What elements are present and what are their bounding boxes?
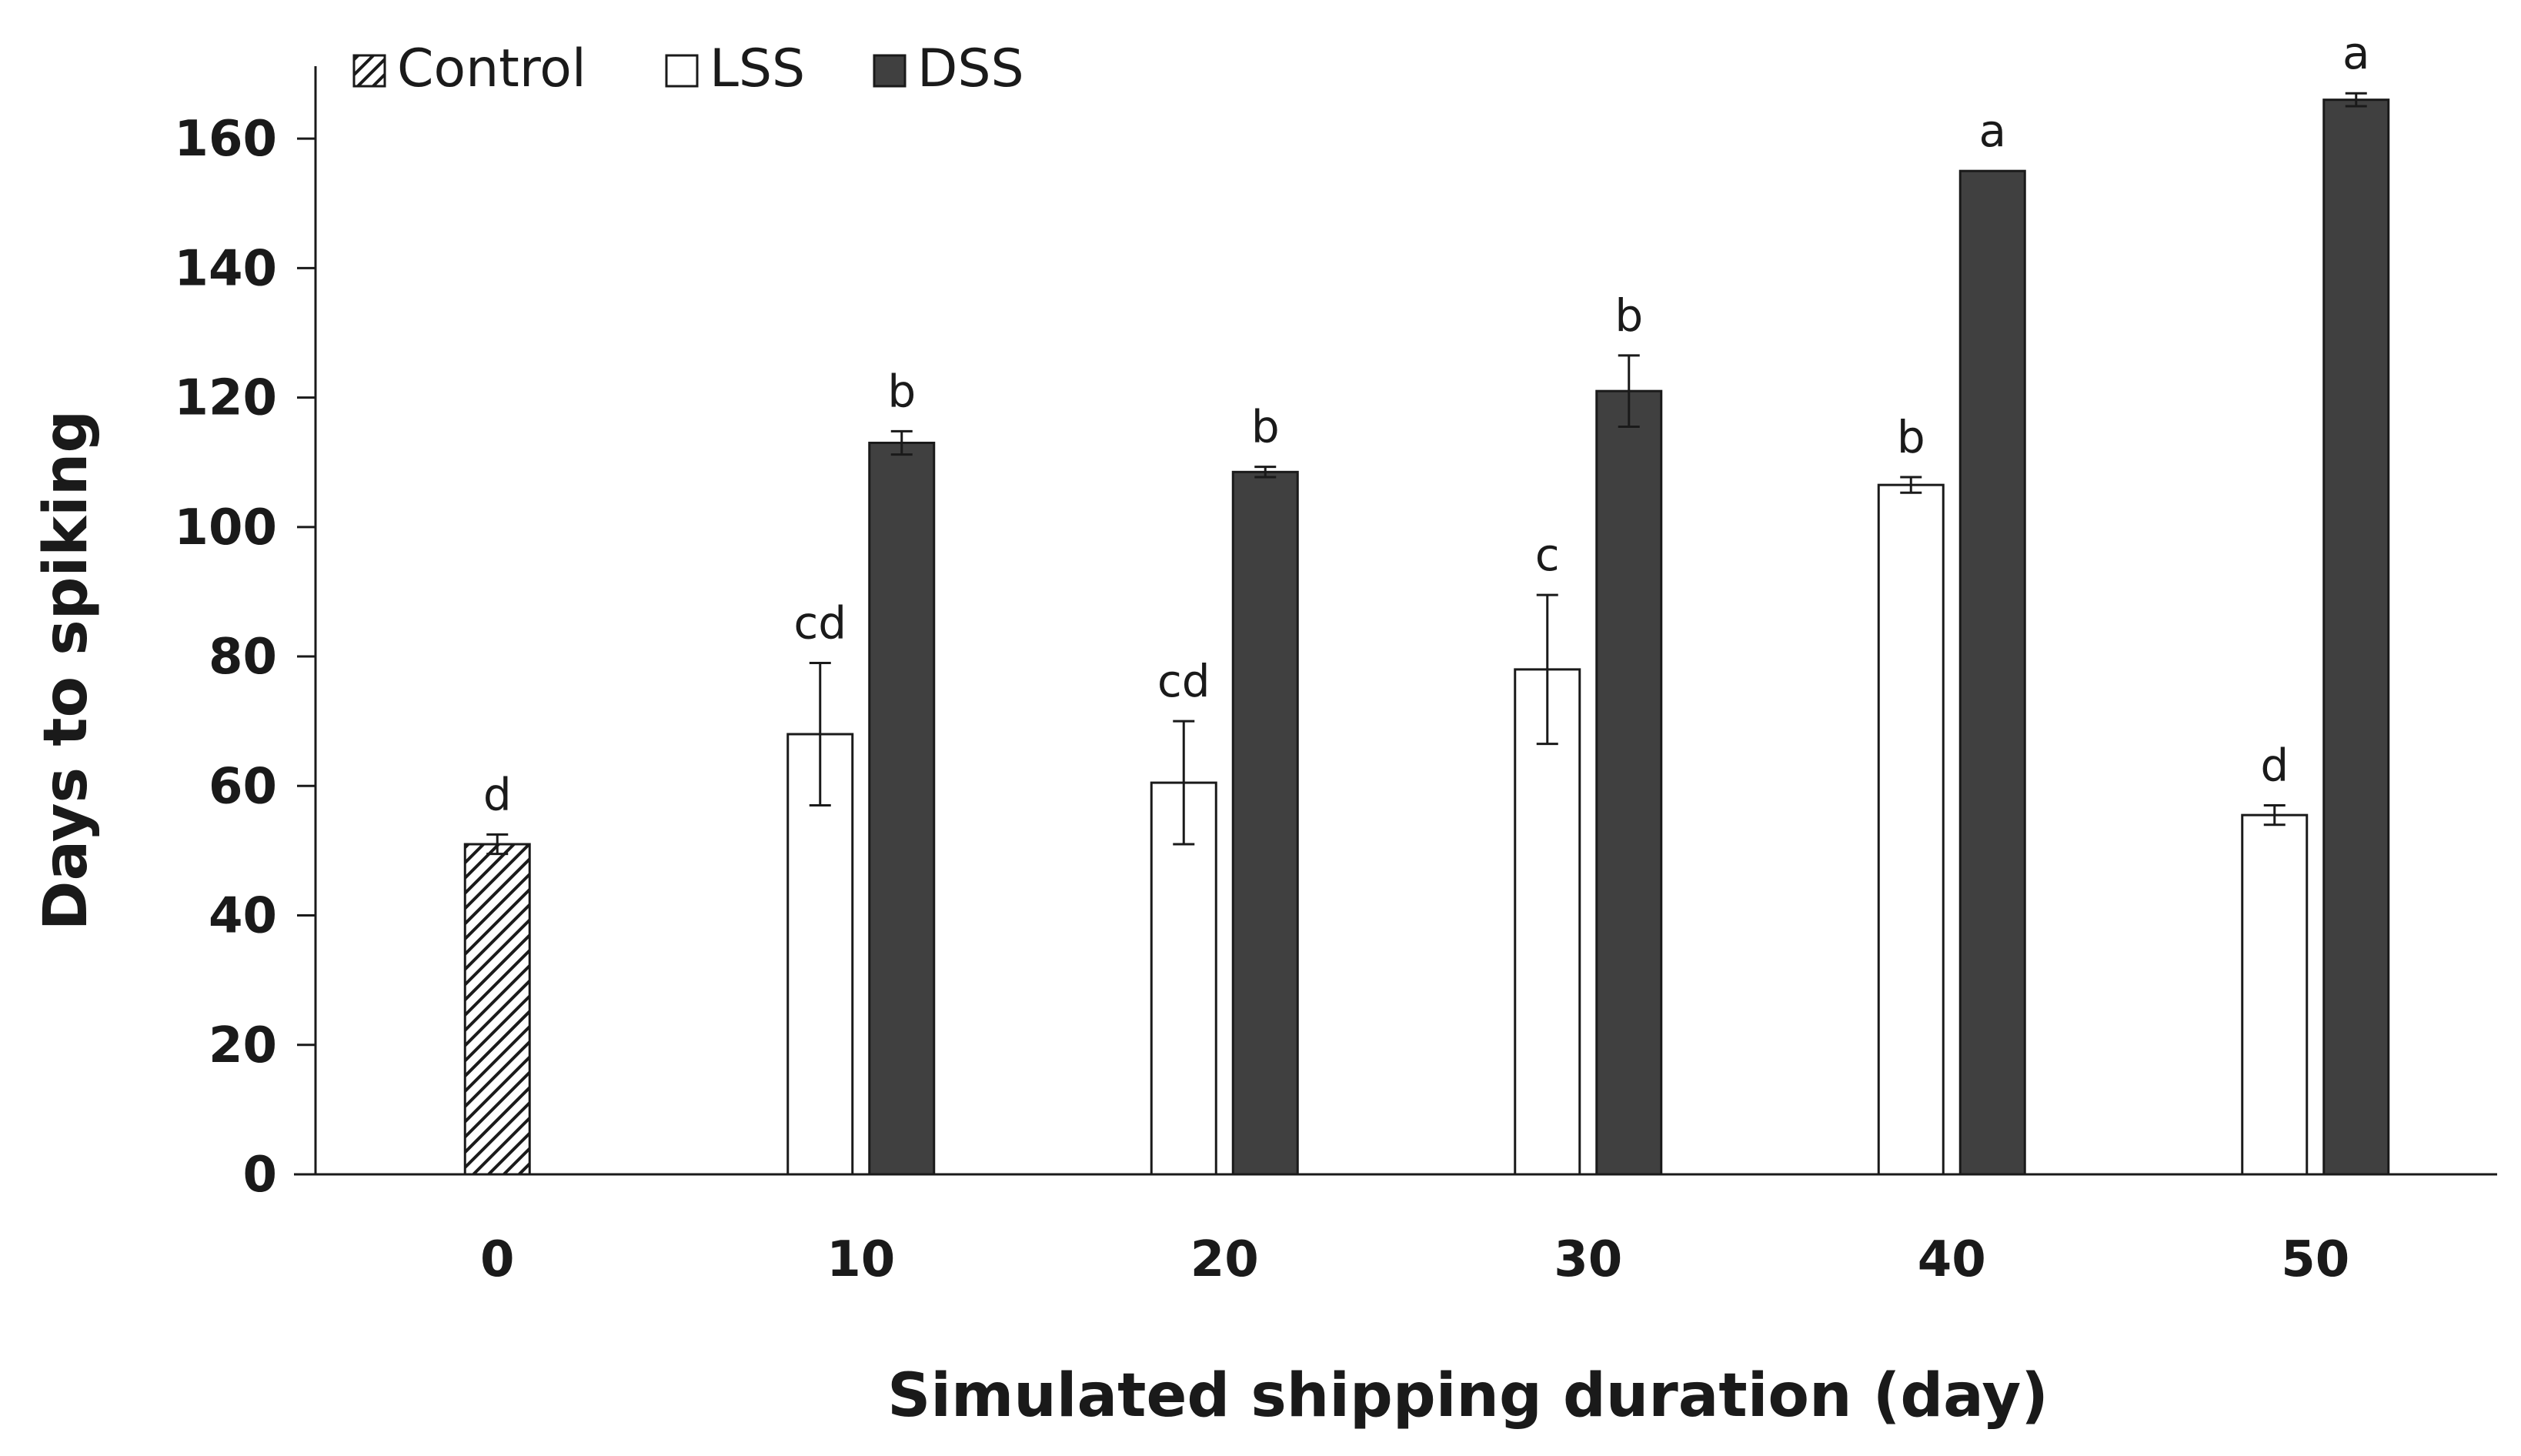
y-tick-label: 20 (209, 1017, 277, 1074)
y-tick-label: 0 (242, 1147, 277, 1204)
y-tick-label: 80 (209, 629, 277, 686)
x-tick-label: 30 (1554, 1231, 1622, 1288)
significance-label: c (1535, 529, 1560, 581)
legend-label-dss: DSS (917, 38, 1024, 99)
significance-label: d (2260, 740, 2289, 792)
y-tick-label: 40 (209, 888, 277, 945)
significance-label: b (1897, 411, 1925, 463)
bar-dss-30 (1595, 389, 1663, 1176)
bar-control-0 (463, 843, 531, 1176)
bar-dss-40 (1958, 169, 2026, 1176)
legend-label-lss: LSS (710, 38, 805, 99)
x-tick-label: 0 (480, 1231, 515, 1288)
bar-dss-50 (2322, 99, 2390, 1176)
y-tick-label: 120 (174, 370, 277, 427)
legend-swatch-lss (665, 54, 699, 88)
significance-label: b (1614, 289, 1643, 342)
bar-dss-20 (1231, 470, 1299, 1176)
legend-label-control: Control (397, 38, 586, 99)
x-tick-label: 20 (1190, 1231, 1259, 1288)
significance-label: b (1251, 401, 1280, 453)
legend-swatch-control (352, 54, 386, 88)
significance-label: a (2342, 27, 2370, 79)
significance-label: a (1978, 105, 2006, 157)
x-tick-label: 40 (1918, 1231, 1986, 1288)
x-tick-label: 10 (826, 1231, 895, 1288)
significance-label: cd (793, 596, 846, 649)
bar-lss-50 (2241, 813, 2309, 1176)
significance-label: b (887, 365, 916, 417)
y-tick-label: 160 (174, 111, 277, 168)
bar-lss-40 (1877, 483, 1945, 1176)
y-tick-label: 140 (174, 240, 277, 297)
legend-swatch-dss (873, 54, 907, 88)
significance-label: cd (1157, 655, 1210, 707)
y-axis-title: Days to spiking (32, 410, 101, 930)
bar-lss-30 (1514, 668, 1581, 1176)
bar-dss-10 (868, 441, 936, 1176)
x-axis-title: Simulated shipping duration (day) (887, 1361, 2049, 1431)
x-tick-label: 50 (2281, 1231, 2349, 1288)
significance-label: d (483, 768, 512, 820)
y-tick-label: 100 (174, 499, 277, 556)
y-tick-label: 60 (209, 758, 277, 815)
bar-lss-10 (786, 733, 854, 1176)
